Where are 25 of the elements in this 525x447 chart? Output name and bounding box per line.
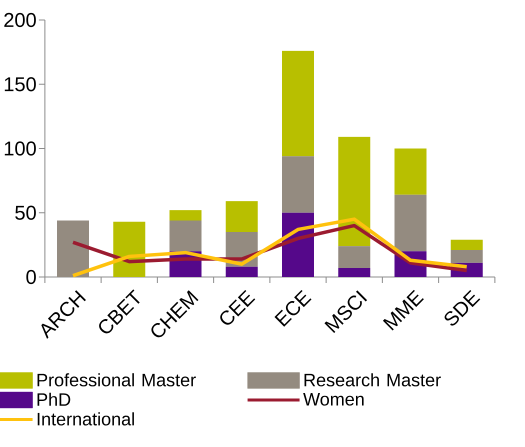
line-series xyxy=(71,217,468,278)
bar xyxy=(170,210,202,220)
y-tick-label: 50 xyxy=(15,206,36,220)
bar xyxy=(394,194,426,252)
y-tick-label: 150 xyxy=(4,77,36,92)
bar xyxy=(282,156,314,213)
y-tick-label: 100 xyxy=(4,141,36,156)
bar xyxy=(450,250,483,263)
bar xyxy=(226,266,258,277)
bar xyxy=(338,268,370,277)
legend-label: Professional Master xyxy=(38,373,196,386)
bar xyxy=(450,240,483,250)
legend-label: Research Master xyxy=(304,373,441,386)
bar xyxy=(394,148,426,195)
line-series xyxy=(71,224,468,272)
legend-label: International xyxy=(38,412,134,426)
y-tick-label: 0 xyxy=(26,270,36,284)
bar xyxy=(226,201,258,232)
legend-label: PhD xyxy=(38,392,70,406)
bar xyxy=(282,50,314,156)
y-tick-label: 200 xyxy=(4,12,36,28)
bar xyxy=(338,246,370,268)
legend-label: Women xyxy=(303,393,364,406)
bar xyxy=(170,220,202,252)
bar xyxy=(338,136,370,246)
